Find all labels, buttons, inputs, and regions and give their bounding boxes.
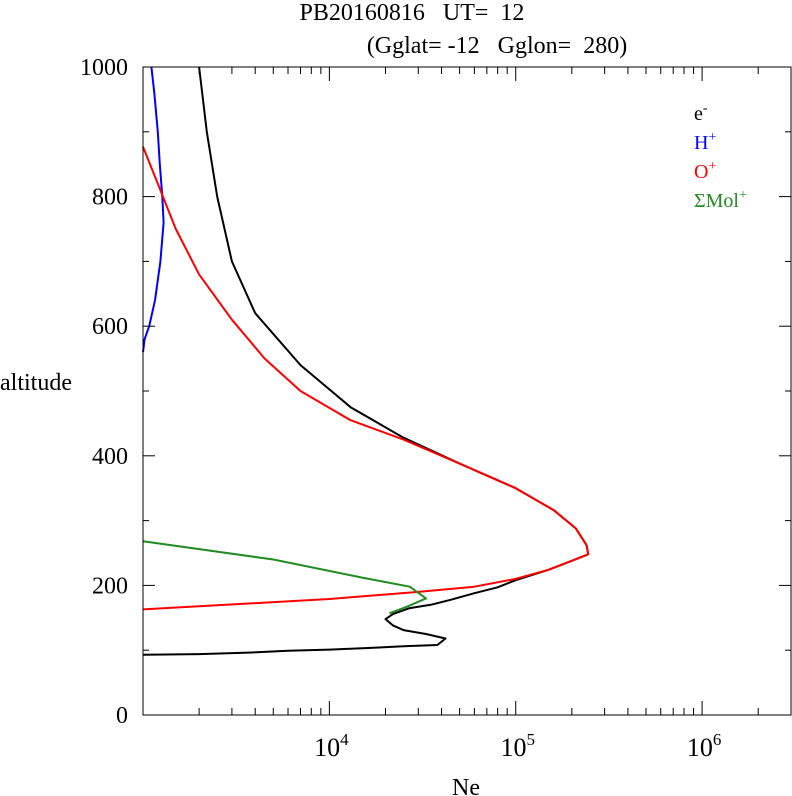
- legend-entry-mol: ΣMol+: [694, 188, 747, 212]
- legend: e-H+O+ΣMol+: [694, 101, 747, 212]
- series-line-mol: [142, 540, 427, 615]
- legend-superscript: +: [739, 188, 747, 203]
- legend-superscript: -: [703, 101, 708, 116]
- y-tick-label: 400: [92, 444, 128, 470]
- chart-title-line2: (Gglat= -12 Gglon= 280): [367, 33, 627, 59]
- x-tick-label: 105: [500, 730, 535, 762]
- legend-label: e: [694, 103, 703, 125]
- legend-label: O: [694, 161, 708, 183]
- y-tick-label: 200: [92, 573, 128, 599]
- chart-title-line1: PB20160816 UT= 12: [300, 0, 525, 26]
- legend-entry-e: e-: [694, 101, 708, 125]
- legend-entry-h: H+: [694, 130, 716, 154]
- x-tick-exponent: 4: [340, 730, 349, 749]
- legend-superscript: +: [708, 159, 716, 174]
- x-tick-exponent: 6: [713, 730, 722, 749]
- x-tick-exponent: 5: [526, 730, 535, 749]
- y-tick-label: 1000: [80, 55, 128, 81]
- y-tick-label: 800: [92, 185, 128, 211]
- series-line-o: [142, 146, 590, 611]
- legend-entry-o: O+: [694, 159, 716, 183]
- y-axis-label: altitude: [0, 370, 72, 396]
- legend-label: H: [694, 132, 708, 154]
- x-tick-label: 106: [687, 730, 722, 762]
- x-tick-base: 10: [314, 733, 340, 762]
- y-tick-label: 0: [116, 703, 128, 729]
- plot-series: [142, 66, 590, 656]
- legend-superscript: +: [708, 130, 716, 145]
- x-tick-base: 10: [687, 733, 713, 762]
- x-axis-label: Ne: [452, 775, 480, 796]
- x-tick-base: 10: [500, 733, 526, 762]
- x-axis-ticks: 104 105 106: [142, 67, 792, 762]
- series-line-h: [142, 66, 165, 353]
- series-line-e: [142, 66, 590, 656]
- y-tick-label: 600: [92, 314, 128, 340]
- y-axis-ticks: 0 200 400 600 800 1000: [80, 55, 791, 729]
- x-tick-label: 104: [314, 730, 349, 762]
- legend-label: ΣMol: [694, 190, 739, 212]
